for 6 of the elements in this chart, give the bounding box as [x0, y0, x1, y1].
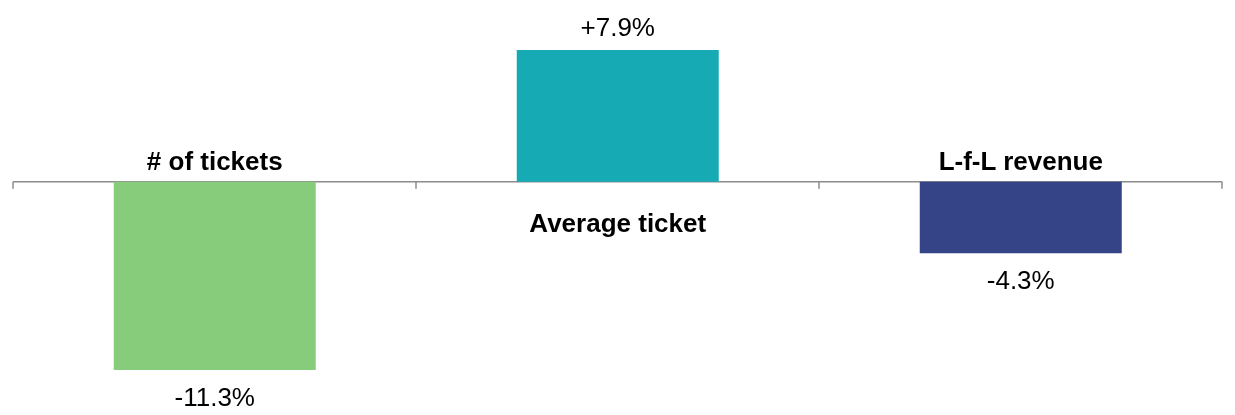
data-label: -11.3%: [174, 382, 255, 412]
data-label: +7.9%: [580, 12, 655, 42]
x-tick-label: Average ticket: [529, 207, 707, 238]
x-tick-label: L-f-L revenue: [938, 145, 1103, 176]
x-tick-label: # of tickets: [146, 145, 283, 176]
data-label: -4.3%: [986, 265, 1055, 296]
